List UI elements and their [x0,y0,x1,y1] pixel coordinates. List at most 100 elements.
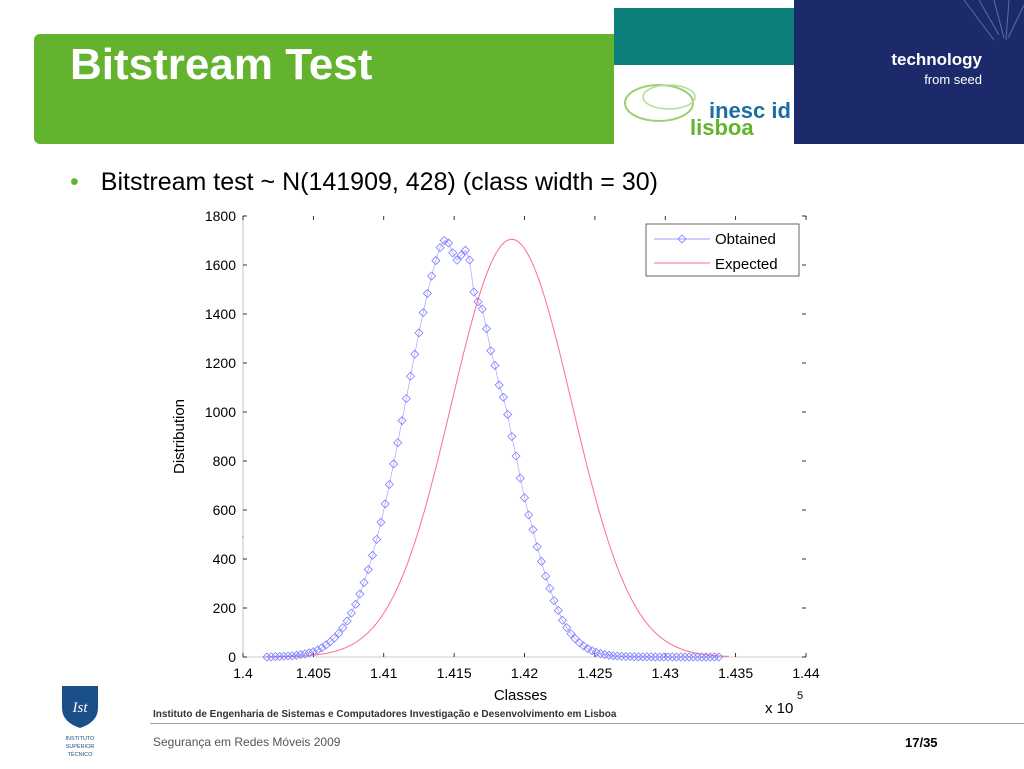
obtained-data-point [532,542,542,552]
obtained-data-point [676,652,686,662]
obtained-data-point [541,571,551,581]
obtained-data-point [659,652,669,662]
legend-box [645,223,800,277]
y-tick-label: 600 [213,502,237,518]
obtained-data-point [300,649,310,659]
obtained-data-point [549,596,559,606]
y-tick-label: 200 [213,600,237,616]
header-teal-band [614,8,794,65]
obtained-data-point [473,297,483,307]
obtained-data-point [439,235,449,246]
obtained-data-point [389,459,399,469]
obtained-data-point [262,652,272,662]
ist-shield-icon: Ist INSTITUTO SUPERIOR TÉCNICO [62,686,98,758]
y-tick-label: 0 [228,649,236,665]
obtained-data-point [714,652,724,662]
page-number: 17/35 [905,735,938,750]
obtained-data-point [456,250,466,260]
obtained-data-point [621,651,631,662]
obtained-data-point [469,287,479,297]
obtained-data-point [363,564,373,575]
obtained-data-point [553,605,563,616]
footer-course-name: Segurança em Redes Móveis 2009 [153,735,341,749]
obtained-data-point [397,416,407,426]
y-tick-label: 1800 [205,208,236,224]
obtained-data-point [275,651,285,662]
obtained-data-point [359,577,369,588]
obtained-data-point [498,392,508,402]
obtained-data-point [494,380,504,390]
obtained-data-point [693,652,703,662]
obtained-data-point [625,651,635,662]
obtained-data-point [490,360,500,371]
obtained-data-point [524,510,534,520]
y-tick-label: 400 [213,551,237,567]
obtained-data-point [671,652,682,662]
obtained-data-point [680,652,690,662]
x-tick-label: 1.425 [577,665,612,681]
footer-institution: Instituto de Engenharia de Sistemas e Co… [153,709,617,720]
logo-text-top: inesc id [709,98,791,123]
obtained-data-point [427,271,437,281]
obtained-data-point [313,645,323,655]
obtained-data-point [304,648,314,658]
obtained-data-point [667,652,677,662]
obtained-data-point [270,651,280,662]
ist-line-3: TÉCNICO [68,751,93,758]
obtained-data-point [308,647,318,657]
obtained-data-point [431,256,441,266]
obtained-data-point [367,550,378,560]
bullet-item: • Bitstream test ~ N(141909, 428) (class … [70,168,658,197]
obtained-data-point [701,652,711,662]
inesc-id-logo-graphic: inesc id lisboa [624,84,791,140]
obtained-data-point [321,640,331,650]
obtained-data-point [608,651,618,661]
y-tick-label: 1200 [205,355,236,371]
obtained-data-point [697,652,707,662]
obtained-data-point [642,652,652,662]
obtained-data-point [329,633,340,643]
obtained-data-point [465,255,475,265]
obtained-data-point [604,650,614,660]
obtained-data-point [351,599,361,609]
obtained-data-point [617,651,627,661]
obtained-data-point [422,288,432,298]
obtained-data-point [477,304,487,314]
obtained-data-point [557,615,568,625]
svg-text:Ist: Ist [72,700,89,716]
obtained-data-point [283,651,293,661]
obtained-data-point [338,623,348,633]
x-tick-label: 1.435 [718,665,753,681]
obtained-data-point [291,650,302,660]
obtained-data-point [574,638,584,648]
series-expected-line [264,238,729,658]
obtained-data-point [448,248,458,258]
obtained-data-point [515,473,525,483]
brand-tagline-technology: technology [891,50,982,69]
y-tick-label: 800 [213,453,237,469]
ist-logo: Ist INSTITUTO SUPERIOR TÉCNICO [60,684,100,764]
obtained-data-point [629,652,639,662]
obtained-data-point [705,652,715,662]
obtained-data-point [405,371,416,381]
obtained-data-point [528,525,538,535]
ist-line-1: INSTITUTO [66,736,96,742]
obtained-data-point [355,589,365,599]
legend-expected-label: Expected [715,256,778,273]
x-tick-label: 1.405 [296,665,331,681]
bullet-icon: • [70,168,79,196]
obtained-data-point [486,346,496,356]
obtained-data-point [583,644,593,654]
obtained-data-point [684,652,694,662]
obtained-data-point [562,623,572,633]
obtained-data-point [317,643,327,653]
obtained-data-point [460,245,470,255]
obtained-data-point [287,651,297,661]
obtained-data-point [410,349,420,359]
y-axis-label: Distribution [171,399,188,474]
obtained-data-point [266,652,276,662]
series-obtained-line [266,239,719,658]
obtained-data-point [481,324,492,334]
title-bar [34,34,614,144]
